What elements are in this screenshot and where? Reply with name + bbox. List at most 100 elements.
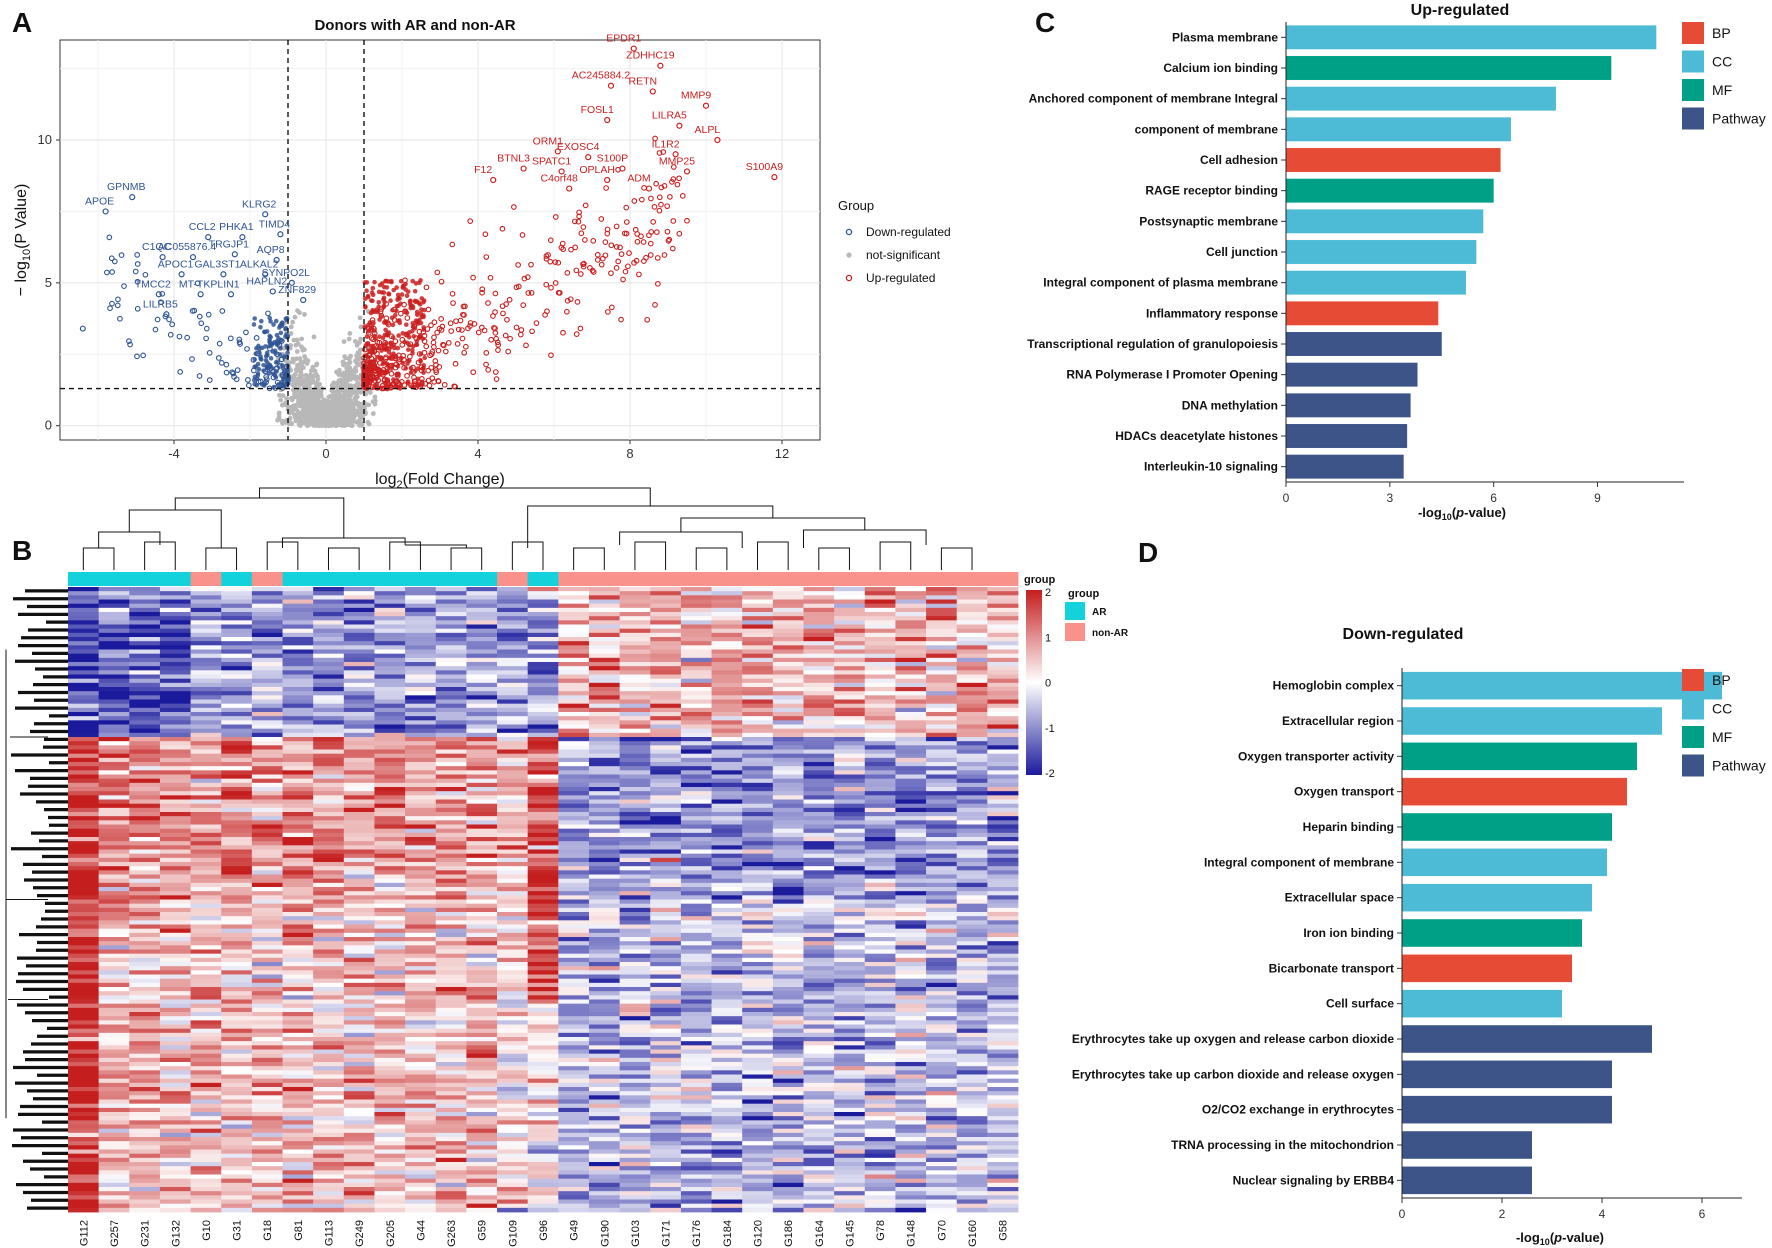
heatmap-cell bbox=[956, 874, 988, 880]
heatmap-cell bbox=[251, 766, 283, 771]
heatmap-cell bbox=[221, 724, 253, 730]
heatmap-cell bbox=[834, 603, 866, 609]
heatmap-cell bbox=[435, 687, 467, 692]
heatmap-cell bbox=[926, 778, 958, 784]
heatmap-cell bbox=[221, 628, 253, 634]
point-up-regulated bbox=[418, 351, 424, 357]
point-up-regulated bbox=[400, 360, 406, 366]
heatmap-cell bbox=[772, 820, 804, 825]
point-up-regulated bbox=[367, 320, 373, 325]
heatmap-cell bbox=[374, 603, 406, 609]
heatmap-cell bbox=[98, 778, 130, 784]
point-not-significant bbox=[327, 393, 333, 399]
heatmap-cell bbox=[680, 895, 712, 900]
heatmap-cell bbox=[588, 724, 621, 730]
heatmap-cell bbox=[588, 682, 621, 688]
heatmap-cell bbox=[405, 895, 437, 900]
heatmap-cell bbox=[497, 895, 529, 900]
heatmap-cell bbox=[650, 599, 682, 605]
heatmap-cell bbox=[864, 712, 896, 717]
heatmap-cell bbox=[956, 666, 988, 671]
heatmap-cell bbox=[987, 853, 1019, 859]
heatmap-cell bbox=[588, 599, 621, 605]
heatmap-cell bbox=[834, 728, 866, 734]
heatmap-cell bbox=[987, 599, 1019, 605]
x-tick-label: 8 bbox=[626, 446, 633, 461]
heatmap-cell bbox=[527, 866, 559, 871]
legend-dot-up bbox=[845, 274, 853, 282]
point-down-regulated bbox=[252, 316, 258, 321]
point-not-significant bbox=[304, 361, 310, 366]
heatmap-cell bbox=[619, 749, 651, 755]
heatmap-cell bbox=[251, 857, 283, 863]
heatmap-cell bbox=[313, 628, 345, 634]
heatmap-cell bbox=[343, 845, 375, 850]
heatmap-cell bbox=[742, 691, 774, 696]
group-bar-cell bbox=[68, 572, 100, 586]
heatmap-cell bbox=[129, 803, 161, 809]
heatmap-cell bbox=[650, 795, 682, 800]
legend-dot-down bbox=[845, 228, 853, 236]
heatmap-cell bbox=[926, 587, 958, 592]
heatmap-cell bbox=[159, 870, 191, 875]
heatmap-cell bbox=[343, 799, 375, 805]
heatmap-cell bbox=[680, 891, 712, 896]
heatmap-cell bbox=[129, 595, 161, 600]
heatmap-cell bbox=[650, 745, 682, 750]
heatmap-cell bbox=[435, 691, 467, 696]
heatmap-cell bbox=[251, 816, 283, 821]
heatmap-cell bbox=[435, 624, 467, 630]
point-not-significant bbox=[278, 397, 284, 403]
point-not-significant bbox=[335, 396, 340, 402]
heatmap-cell bbox=[466, 741, 498, 746]
heatmap-cell bbox=[772, 691, 804, 696]
heatmap-cell bbox=[864, 628, 896, 634]
point-up-regulated bbox=[366, 329, 371, 334]
heatmap-cell bbox=[374, 707, 406, 713]
heatmap-cell bbox=[435, 791, 467, 796]
heatmap-cell bbox=[221, 641, 253, 646]
point-up-regulated bbox=[410, 278, 415, 284]
heatmap-cell bbox=[772, 695, 804, 700]
heatmap-cell bbox=[711, 787, 743, 792]
heatmap-cell bbox=[987, 832, 1019, 838]
heatmap-cell bbox=[68, 820, 100, 825]
heatmap-cell bbox=[405, 857, 437, 863]
heatmap-cell bbox=[282, 587, 314, 592]
heatmap-cell bbox=[588, 728, 621, 734]
heatmap-cell bbox=[343, 862, 375, 867]
heatmap-cell bbox=[926, 899, 958, 905]
heatmap-cell bbox=[497, 866, 529, 871]
heatmap-cell bbox=[343, 774, 375, 780]
heatmap-cell bbox=[803, 720, 835, 725]
point-not-significant bbox=[358, 336, 364, 342]
heatmap-cell bbox=[313, 895, 345, 900]
heatmap-cell bbox=[159, 612, 191, 617]
heatmap-cell bbox=[926, 874, 958, 880]
heatmap-cell bbox=[680, 774, 712, 780]
heatmap-cell bbox=[987, 766, 1019, 771]
heatmap-cell bbox=[98, 812, 130, 817]
heatmap-cell bbox=[772, 587, 804, 592]
heatmap-cell bbox=[313, 616, 345, 621]
heatmap-cell bbox=[650, 703, 682, 709]
heatmap-cell bbox=[680, 795, 712, 800]
heatmap-cell bbox=[926, 674, 958, 680]
heatmap-cell bbox=[650, 595, 682, 600]
heatmap-cell bbox=[742, 737, 774, 742]
heatmap-cell bbox=[803, 703, 835, 709]
heatmap-cell bbox=[926, 878, 958, 884]
heatmap-cell bbox=[221, 607, 253, 613]
heatmap-cell bbox=[159, 753, 191, 759]
heatmap-cell bbox=[343, 762, 375, 767]
heatmap-cell bbox=[650, 732, 682, 738]
heatmap-cell bbox=[435, 678, 467, 684]
heatmap-cell bbox=[159, 637, 191, 642]
heatmap-cell bbox=[680, 849, 712, 855]
heatmap-cell bbox=[956, 703, 988, 709]
heatmap-cell bbox=[159, 807, 191, 813]
heatmap-cell bbox=[987, 791, 1019, 796]
heatmap-cell bbox=[680, 845, 712, 850]
heatmap-cell bbox=[313, 837, 345, 842]
heatmap-cell bbox=[711, 774, 743, 780]
